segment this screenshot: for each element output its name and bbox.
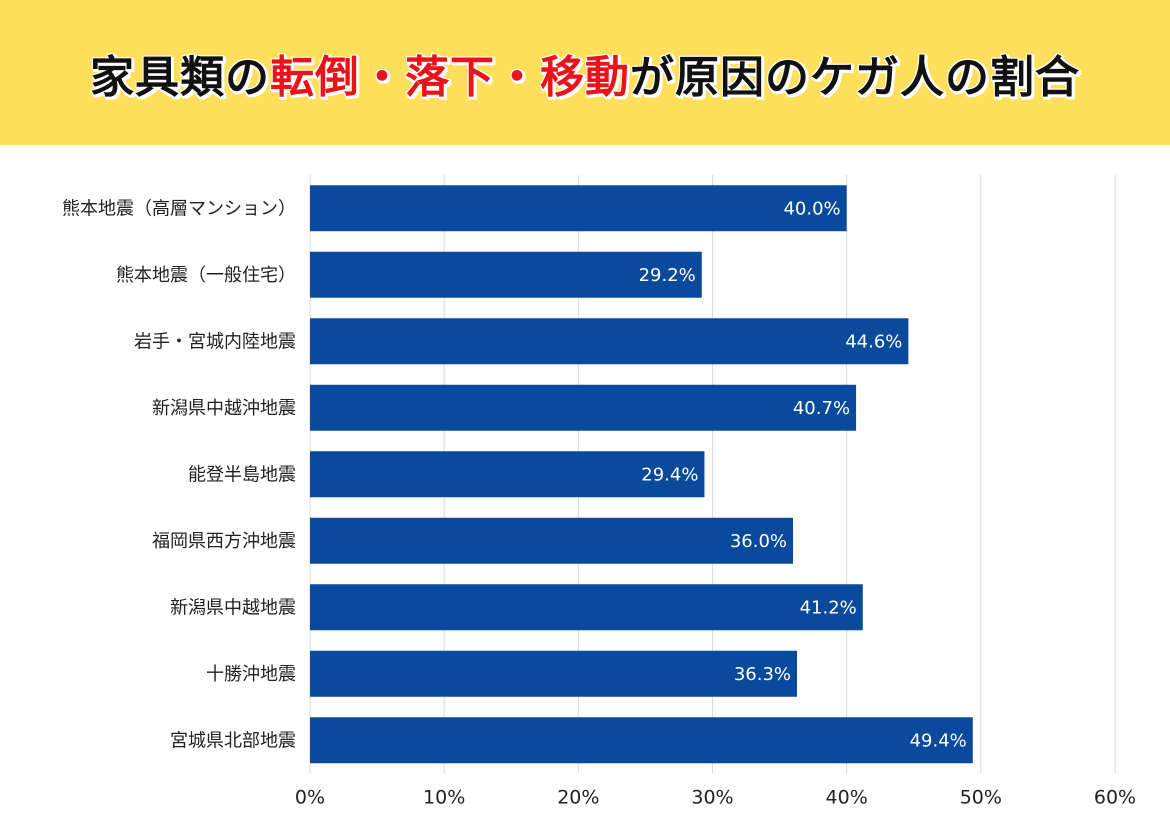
x-axis-ticks: 0% 10% 20% 30% 40% 50% 60%: [295, 787, 1136, 809]
bar-value-label: 40.0%: [783, 198, 840, 219]
bar-value-label: 41.2%: [800, 597, 857, 618]
bar-value-label: 36.0%: [730, 531, 787, 552]
bar: [310, 384, 857, 431]
x-tick-label: 30%: [691, 787, 733, 809]
bar-value-label: 29.4%: [641, 464, 698, 485]
category-label: 十勝沖地震: [206, 664, 296, 685]
x-tick-label: 40%: [826, 787, 868, 809]
category-label: 熊本地震（一般住宅）: [116, 265, 296, 286]
bar: [310, 251, 702, 298]
category-label: 熊本地震（高層マンション）: [62, 198, 296, 219]
chart-title-part1: 家具類の: [90, 51, 270, 103]
chart-title: 家具類の転倒・落下・移動が原因のケガ人の割合: [90, 41, 1080, 105]
bar: [310, 650, 798, 697]
title-banner: 家具類の転倒・落下・移動が原因のケガ人の割合: [0, 0, 1170, 145]
bar-value-label: 29.2%: [639, 265, 696, 286]
bar: [310, 717, 973, 764]
bar-value-label: 36.3%: [734, 664, 791, 685]
bar: [310, 185, 847, 232]
category-label: 新潟県中越沖地震: [152, 398, 296, 419]
bar: [310, 318, 909, 365]
chart-title-part3: が原因のケガ人の割合: [630, 51, 1080, 103]
bar-value-label: 40.7%: [793, 398, 850, 419]
bar-value-label: 49.4%: [910, 730, 967, 751]
x-tick-label: 60%: [1094, 787, 1136, 809]
bar-chart: 40.0% 29.2% 44.6% 40.7% 29.4% 36.0% 41.2% 36.3%…: [62, 175, 1136, 809]
bar: [310, 517, 793, 564]
category-labels: 熊本地震（高層マンション） 熊本地震（一般住宅） 岩手・宮城内陸地震新潟県中越沖地震…: [62, 198, 296, 751]
bars: 40.0% 29.2% 44.6% 40.7% 29.4% 36.0% 41.2% 36.3%…: [310, 185, 973, 764]
bar: [310, 451, 705, 498]
x-tick-label: 0%: [295, 787, 325, 809]
bar-value-label: 44.6%: [845, 331, 902, 352]
x-tick-label: 50%: [960, 787, 1002, 809]
chart-title-highlight: 転倒・落下・移動: [270, 51, 630, 103]
bar: [310, 584, 863, 631]
category-label: 福岡県西方沖地震: [152, 531, 296, 552]
x-tick-label: 20%: [557, 787, 599, 809]
category-label: 新潟県中越地震: [170, 597, 296, 618]
category-label: 岩手・宮城内陸地震: [134, 331, 296, 352]
x-tick-label: 10%: [423, 787, 465, 809]
category-label: 能登半島地震: [188, 464, 296, 485]
category-label: 宮城県北部地震: [170, 730, 296, 751]
